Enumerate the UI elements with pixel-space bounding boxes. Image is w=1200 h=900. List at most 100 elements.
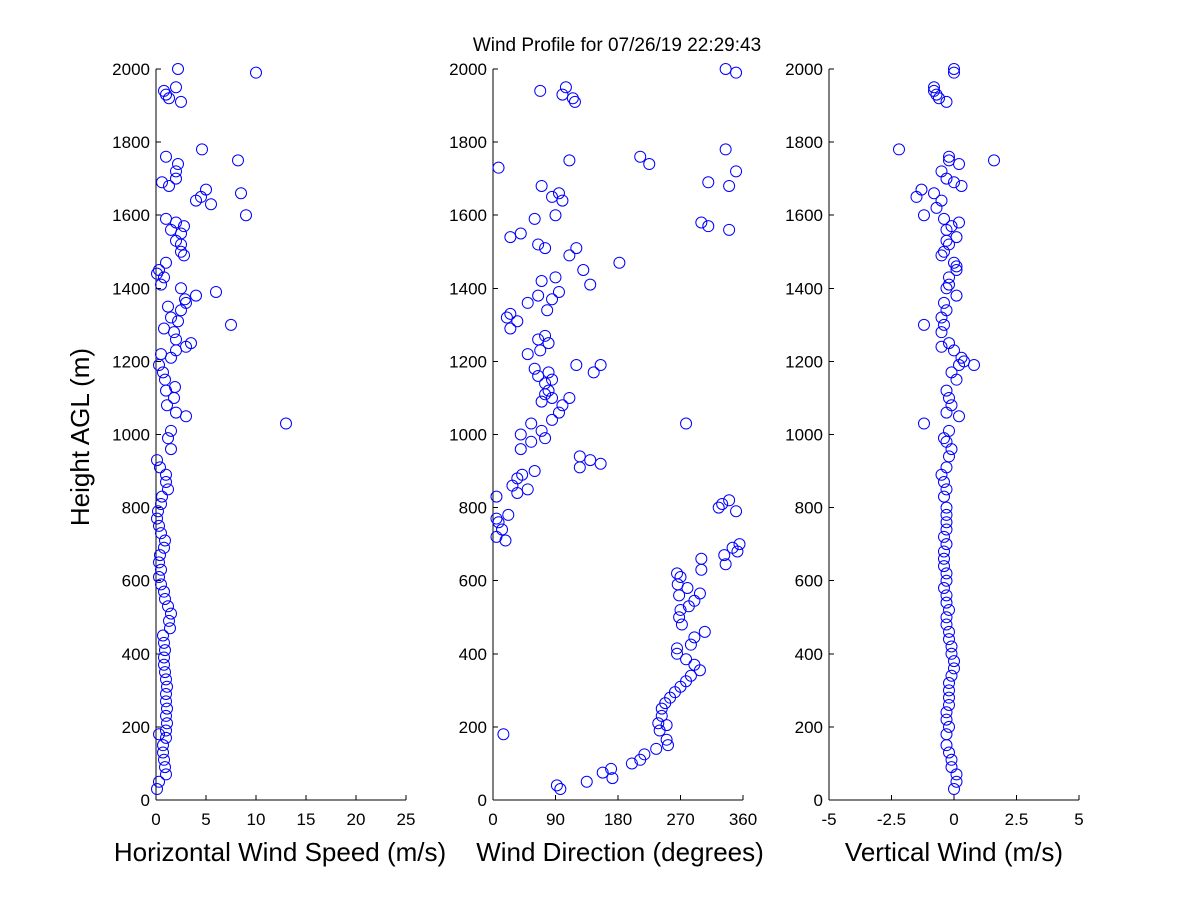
data-point-marker xyxy=(160,731,172,744)
data-point-marker xyxy=(938,212,950,225)
data-point-marker xyxy=(935,326,948,339)
data-point-marker xyxy=(684,669,697,682)
x-tick-label: 15 xyxy=(297,810,316,829)
data-point-marker xyxy=(940,618,953,631)
data-point-marker xyxy=(539,432,552,445)
data-point-marker xyxy=(730,505,743,518)
x-tick-label: 90 xyxy=(546,810,565,829)
data-point-marker xyxy=(514,428,527,441)
data-point-marker xyxy=(943,271,955,284)
data-point-marker xyxy=(940,516,953,529)
data-point-marker xyxy=(157,629,169,642)
data-point-marker xyxy=(554,783,567,796)
data-point-marker xyxy=(596,766,609,779)
data-point-marker xyxy=(535,424,548,437)
data-point-marker xyxy=(160,476,172,489)
data-point-marker xyxy=(172,315,184,328)
data-point-marker xyxy=(684,638,697,651)
data-point-marker xyxy=(535,274,548,287)
data-point-marker xyxy=(940,461,953,474)
data-point-marker xyxy=(940,435,953,448)
data-point-marker xyxy=(940,739,953,752)
data-point-marker xyxy=(918,209,930,222)
data-point-marker xyxy=(159,761,171,774)
data-point-marker xyxy=(918,318,930,331)
y-tick-label: 1600 xyxy=(785,206,823,225)
data-point-marker xyxy=(153,728,165,741)
data-point-marker xyxy=(584,454,597,467)
data-point-marker xyxy=(940,508,953,521)
y-tick-label: 1600 xyxy=(112,206,150,225)
data-point-marker xyxy=(930,201,943,214)
y-tick-label: 200 xyxy=(122,718,150,737)
y-tick-label: 0 xyxy=(478,791,487,810)
data-point-marker xyxy=(945,366,958,379)
data-point-marker xyxy=(180,410,192,423)
data-point-marker xyxy=(539,242,552,255)
data-point-marker xyxy=(170,406,182,419)
y-tick-label: 400 xyxy=(795,645,823,664)
data-point-marker xyxy=(943,238,955,251)
x-tick-label: 360 xyxy=(729,810,757,829)
data-point-marker xyxy=(940,304,953,317)
data-point-marker xyxy=(606,772,619,785)
data-point-marker xyxy=(250,66,262,79)
data-point-marker xyxy=(156,176,168,189)
data-point-marker xyxy=(154,461,166,474)
x-axis-label: Horizontal Wind Speed (m/s) xyxy=(114,837,446,867)
data-point-marker xyxy=(940,538,953,551)
y-tick-label: 800 xyxy=(459,499,487,518)
data-point-marker xyxy=(546,293,559,306)
y-tick-label: 1200 xyxy=(785,352,823,371)
data-point-marker xyxy=(161,680,173,693)
data-point-marker xyxy=(165,607,177,620)
x-tick-label: 0 xyxy=(151,810,160,829)
data-point-marker xyxy=(164,622,176,635)
data-point-marker xyxy=(155,563,167,576)
y-tick-label: 2000 xyxy=(112,60,150,79)
data-point-marker xyxy=(726,541,739,554)
data-point-marker xyxy=(613,256,626,269)
data-point-marker xyxy=(532,333,545,346)
data-point-marker xyxy=(584,278,597,291)
data-point-marker xyxy=(733,538,746,551)
data-point-marker xyxy=(556,194,569,207)
y-tick-label: 800 xyxy=(122,499,150,518)
y-tick-label: 2000 xyxy=(785,60,823,79)
data-point-marker xyxy=(175,245,187,258)
data-point-marker xyxy=(169,380,181,393)
data-point-marker xyxy=(662,739,674,752)
data-point-marker xyxy=(938,296,950,309)
data-point-marker xyxy=(938,545,950,558)
data-point-marker xyxy=(200,183,212,196)
data-point-marker xyxy=(731,545,744,558)
data-point-marker xyxy=(943,691,955,704)
data-point-marker xyxy=(521,483,534,496)
data-point-marker xyxy=(625,757,638,770)
data-point-marker xyxy=(546,190,559,203)
data-point-marker xyxy=(511,315,524,328)
data-point-marker xyxy=(945,640,958,653)
data-point-marker xyxy=(723,223,736,236)
data-point-marker xyxy=(938,245,950,258)
x-tick-label: 25 xyxy=(397,810,416,829)
data-point-marker xyxy=(160,468,172,481)
data-point-marker xyxy=(162,432,174,445)
data-point-marker xyxy=(160,695,172,708)
data-point-marker xyxy=(539,329,552,342)
data-point-marker xyxy=(943,391,955,404)
data-point-marker xyxy=(152,505,164,518)
data-point-marker xyxy=(163,614,175,627)
data-point-marker xyxy=(541,304,554,317)
data-point-marker xyxy=(680,653,693,666)
y-tick-label: 600 xyxy=(459,572,487,591)
x-tick-label: 20 xyxy=(347,810,366,829)
data-point-marker xyxy=(580,775,593,788)
data-point-marker xyxy=(953,158,965,171)
figure-title: Wind Profile for 07/26/19 22:29:43 xyxy=(473,35,761,56)
data-point-marker xyxy=(594,457,607,470)
data-point-marker xyxy=(948,662,960,675)
data-point-marker xyxy=(948,344,960,357)
data-point-marker xyxy=(940,596,953,609)
data-point-marker xyxy=(153,775,165,788)
